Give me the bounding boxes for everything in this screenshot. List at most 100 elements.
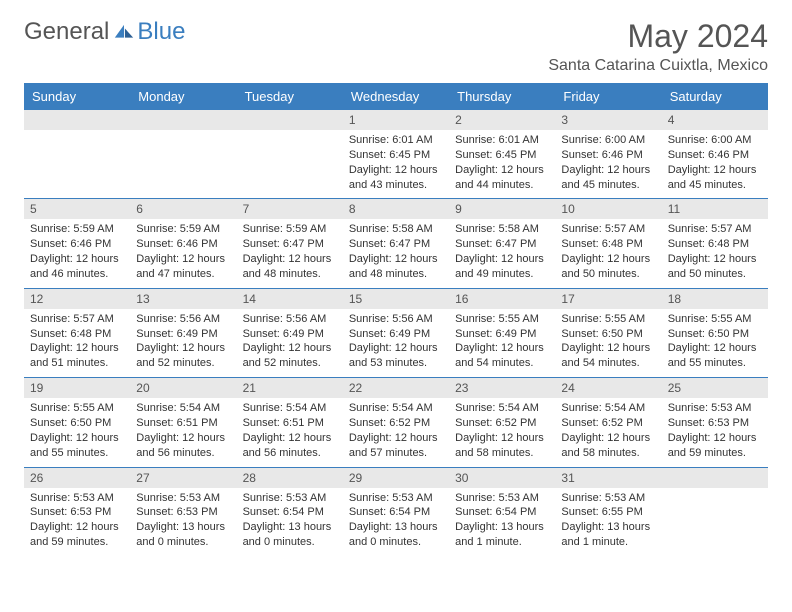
daylight-text: Daylight: 12 hours and 52 minutes. [136, 341, 230, 371]
sunset-text: Sunset: 6:45 PM [349, 148, 443, 163]
day-cell: 25Sunrise: 5:53 AMSunset: 6:53 PMDayligh… [662, 378, 768, 467]
sunset-text: Sunset: 6:46 PM [668, 148, 762, 163]
day-data: Sunrise: 5:56 AMSunset: 6:49 PMDaylight:… [237, 309, 343, 377]
daylight-text: Daylight: 12 hours and 50 minutes. [668, 252, 762, 282]
day-number: 2 [449, 110, 555, 130]
title-block: May 2024 Santa Catarina Cuixtla, Mexico [548, 18, 768, 75]
day-number: 8 [343, 199, 449, 219]
day-number: 22 [343, 378, 449, 398]
weekday-header: Monday [130, 83, 236, 110]
day-number: 7 [237, 199, 343, 219]
day-data: Sunrise: 5:53 AMSunset: 6:54 PMDaylight:… [449, 488, 555, 556]
day-data: Sunrise: 5:55 AMSunset: 6:50 PMDaylight:… [555, 309, 661, 377]
sunrise-text: Sunrise: 5:53 AM [136, 491, 230, 506]
day-cell: 27Sunrise: 5:53 AMSunset: 6:53 PMDayligh… [130, 467, 236, 556]
day-data: Sunrise: 5:56 AMSunset: 6:49 PMDaylight:… [343, 309, 449, 377]
day-cell: 6Sunrise: 5:59 AMSunset: 6:46 PMDaylight… [130, 199, 236, 288]
day-number: 11 [662, 199, 768, 219]
daylight-text: Daylight: 12 hours and 47 minutes. [136, 252, 230, 282]
day-number: 29 [343, 468, 449, 488]
daylight-text: Daylight: 12 hours and 57 minutes. [349, 431, 443, 461]
day-number: 30 [449, 468, 555, 488]
weekday-header: Sunday [24, 83, 130, 110]
weekday-header: Saturday [662, 83, 768, 110]
day-number: 28 [237, 468, 343, 488]
sunrise-text: Sunrise: 5:53 AM [455, 491, 549, 506]
calendar-body: 1Sunrise: 6:01 AMSunset: 6:45 PMDaylight… [24, 110, 768, 556]
sunrise-text: Sunrise: 5:58 AM [455, 222, 549, 237]
week-row: 26Sunrise: 5:53 AMSunset: 6:53 PMDayligh… [24, 467, 768, 556]
sunrise-text: Sunrise: 5:54 AM [561, 401, 655, 416]
day-cell: 31Sunrise: 5:53 AMSunset: 6:55 PMDayligh… [555, 467, 661, 556]
sunset-text: Sunset: 6:51 PM [136, 416, 230, 431]
day-number [130, 110, 236, 130]
sunrise-text: Sunrise: 6:00 AM [561, 133, 655, 148]
sunrise-text: Sunrise: 6:00 AM [668, 133, 762, 148]
brand-part1: General [24, 18, 109, 46]
day-number: 6 [130, 199, 236, 219]
daylight-text: Daylight: 13 hours and 1 minute. [561, 520, 655, 550]
day-cell: 24Sunrise: 5:54 AMSunset: 6:52 PMDayligh… [555, 378, 661, 467]
sunset-text: Sunset: 6:49 PM [136, 327, 230, 342]
sunset-text: Sunset: 6:50 PM [561, 327, 655, 342]
day-data [237, 130, 343, 184]
sunrise-text: Sunrise: 5:55 AM [668, 312, 762, 327]
day-number: 25 [662, 378, 768, 398]
day-number: 10 [555, 199, 661, 219]
sunrise-text: Sunrise: 5:55 AM [455, 312, 549, 327]
sunset-text: Sunset: 6:46 PM [561, 148, 655, 163]
day-data: Sunrise: 5:57 AMSunset: 6:48 PMDaylight:… [662, 219, 768, 287]
weekday-header: Friday [555, 83, 661, 110]
day-cell: 17Sunrise: 5:55 AMSunset: 6:50 PMDayligh… [555, 288, 661, 377]
sunrise-text: Sunrise: 5:56 AM [243, 312, 337, 327]
day-cell: 15Sunrise: 5:56 AMSunset: 6:49 PMDayligh… [343, 288, 449, 377]
daylight-text: Daylight: 12 hours and 51 minutes. [30, 341, 124, 371]
daylight-text: Daylight: 12 hours and 48 minutes. [243, 252, 337, 282]
daylight-text: Daylight: 12 hours and 44 minutes. [455, 163, 549, 193]
daylight-text: Daylight: 13 hours and 0 minutes. [243, 520, 337, 550]
day-data: Sunrise: 5:57 AMSunset: 6:48 PMDaylight:… [24, 309, 130, 377]
daylight-text: Daylight: 12 hours and 45 minutes. [561, 163, 655, 193]
day-data: Sunrise: 5:53 AMSunset: 6:53 PMDaylight:… [662, 398, 768, 466]
day-cell: 2Sunrise: 6:01 AMSunset: 6:45 PMDaylight… [449, 110, 555, 199]
brand-part2: Blue [137, 18, 185, 46]
day-data: Sunrise: 6:01 AMSunset: 6:45 PMDaylight:… [449, 130, 555, 198]
sunset-text: Sunset: 6:50 PM [668, 327, 762, 342]
day-data: Sunrise: 5:58 AMSunset: 6:47 PMDaylight:… [343, 219, 449, 287]
sunrise-text: Sunrise: 5:57 AM [668, 222, 762, 237]
sunset-text: Sunset: 6:47 PM [349, 237, 443, 252]
daylight-text: Daylight: 12 hours and 58 minutes. [561, 431, 655, 461]
daylight-text: Daylight: 12 hours and 54 minutes. [561, 341, 655, 371]
sunrise-text: Sunrise: 5:55 AM [561, 312, 655, 327]
daylight-text: Daylight: 12 hours and 52 minutes. [243, 341, 337, 371]
day-data: Sunrise: 6:00 AMSunset: 6:46 PMDaylight:… [555, 130, 661, 198]
weekday-header: Thursday [449, 83, 555, 110]
day-number: 17 [555, 289, 661, 309]
day-number: 13 [130, 289, 236, 309]
day-data: Sunrise: 6:01 AMSunset: 6:45 PMDaylight:… [343, 130, 449, 198]
sunset-text: Sunset: 6:53 PM [668, 416, 762, 431]
daylight-text: Daylight: 12 hours and 56 minutes. [136, 431, 230, 461]
day-cell: 28Sunrise: 5:53 AMSunset: 6:54 PMDayligh… [237, 467, 343, 556]
sunrise-text: Sunrise: 5:59 AM [136, 222, 230, 237]
daylight-text: Daylight: 12 hours and 43 minutes. [349, 163, 443, 193]
header: General Blue May 2024 Santa Catarina Cui… [24, 18, 768, 75]
sunrise-text: Sunrise: 5:53 AM [668, 401, 762, 416]
sunrise-text: Sunrise: 5:53 AM [30, 491, 124, 506]
day-data: Sunrise: 5:53 AMSunset: 6:53 PMDaylight:… [24, 488, 130, 556]
daylight-text: Daylight: 12 hours and 48 minutes. [349, 252, 443, 282]
day-number: 12 [24, 289, 130, 309]
sunrise-text: Sunrise: 5:56 AM [136, 312, 230, 327]
day-data: Sunrise: 5:55 AMSunset: 6:50 PMDaylight:… [24, 398, 130, 466]
day-number: 20 [130, 378, 236, 398]
day-cell: 1Sunrise: 6:01 AMSunset: 6:45 PMDaylight… [343, 110, 449, 199]
daylight-text: Daylight: 13 hours and 1 minute. [455, 520, 549, 550]
daylight-text: Daylight: 12 hours and 56 minutes. [243, 431, 337, 461]
sunset-text: Sunset: 6:51 PM [243, 416, 337, 431]
day-cell: 9Sunrise: 5:58 AMSunset: 6:47 PMDaylight… [449, 199, 555, 288]
page-title: May 2024 [548, 18, 768, 55]
sunset-text: Sunset: 6:46 PM [30, 237, 124, 252]
day-data: Sunrise: 5:57 AMSunset: 6:48 PMDaylight:… [555, 219, 661, 287]
day-cell [662, 467, 768, 556]
sunset-text: Sunset: 6:48 PM [30, 327, 124, 342]
